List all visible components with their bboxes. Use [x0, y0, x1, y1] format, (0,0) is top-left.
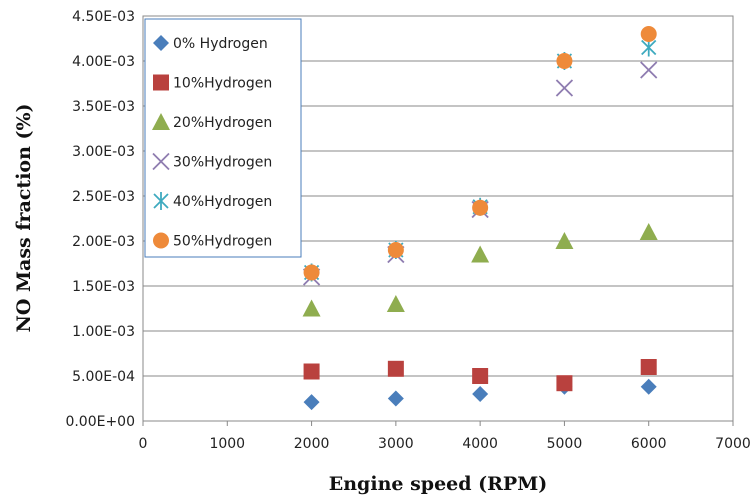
data-point-triangle [386, 295, 405, 312]
data-point-triangle [471, 245, 490, 263]
legend-label: 40%Hydrogen [173, 194, 272, 210]
y-axis-ticks: 0.00E+00 5.00E-04 1.00E-03 1.50E-03 2.00E-03… [65, 9, 135, 430]
y-axis-title: NO Mass fraction (%) [13, 103, 35, 332]
x-tick-label: 6000 [631, 436, 667, 452]
data-point-circle [472, 199, 489, 216]
legend-label: 50%Hydrogen [173, 234, 272, 250]
data-point-triangle [302, 299, 321, 317]
data-point-triangle [555, 232, 574, 249]
data-point-square [472, 368, 489, 384]
data-point-circle [640, 26, 657, 42]
x-tick-label: 1000 [209, 436, 245, 452]
data-point-diamond [303, 394, 320, 411]
legend-marker-circle [153, 232, 169, 249]
x-tick-label: 4000 [462, 436, 498, 452]
plot-area-frame [142, 15, 734, 422]
legend-label: 0% Hydrogen [173, 36, 268, 52]
data-point-diamond [640, 378, 657, 395]
x-axis-title: Engine speed (RPM) [329, 473, 547, 495]
legend-label: 10%Hydrogen [173, 76, 272, 92]
x-tick-label: 3000 [378, 436, 414, 452]
y-tick-label: 4.00E-03 [72, 54, 135, 70]
x-tick-label: 0 [139, 436, 148, 452]
data-point-square [556, 375, 573, 392]
data-point-square [387, 360, 404, 377]
y-tick-label: 2.00E-03 [72, 234, 135, 250]
data-point-triangle [639, 223, 658, 240]
data-point-diamond [472, 386, 489, 402]
legend-marker-star [153, 192, 169, 210]
legend-box [144, 18, 302, 258]
y-tick-label: 1.00E-03 [72, 324, 135, 340]
data-point-diamond [387, 390, 404, 407]
legend-marker-x [152, 152, 170, 171]
legend-marker-diamond [153, 35, 169, 51]
y-tick-label: 3.00E-03 [72, 144, 135, 160]
data-point-circle [387, 242, 404, 258]
legend-marker-triangle [152, 113, 170, 130]
x-tick-label: 5000 [547, 436, 583, 452]
data-point-circle [556, 53, 573, 69]
y-tick-label: 1.50E-03 [72, 279, 135, 295]
data-point-x [555, 79, 574, 97]
x-axis-ticks: 0 1000 2000 3000 4000 5000 6000 7000 [139, 421, 751, 452]
y-tick-label: 5.00E-04 [72, 369, 135, 385]
data-point-square [640, 359, 657, 375]
y-tick-label: 4.50E-03 [72, 9, 135, 25]
x-tick-label: 2000 [294, 436, 330, 452]
y-tick-label: 0.00E+00 [65, 414, 135, 430]
x-tick-label: 7000 [715, 436, 751, 452]
y-tick-label: 3.50E-03 [72, 99, 135, 115]
data-point-circle [303, 264, 320, 281]
legend-label: 30%Hydrogen [173, 155, 272, 171]
data-point-x [640, 61, 658, 79]
legend-marker-square [153, 74, 169, 91]
legend-label: 20%Hydrogen [173, 115, 272, 131]
data-point-square [303, 363, 320, 380]
data-points [302, 26, 658, 411]
legend: 0% Hydrogen 10%Hydrogen 20%Hydrogen 30%Hydr… [144, 18, 302, 258]
y-tick-label: 2.50E-03 [72, 189, 135, 205]
